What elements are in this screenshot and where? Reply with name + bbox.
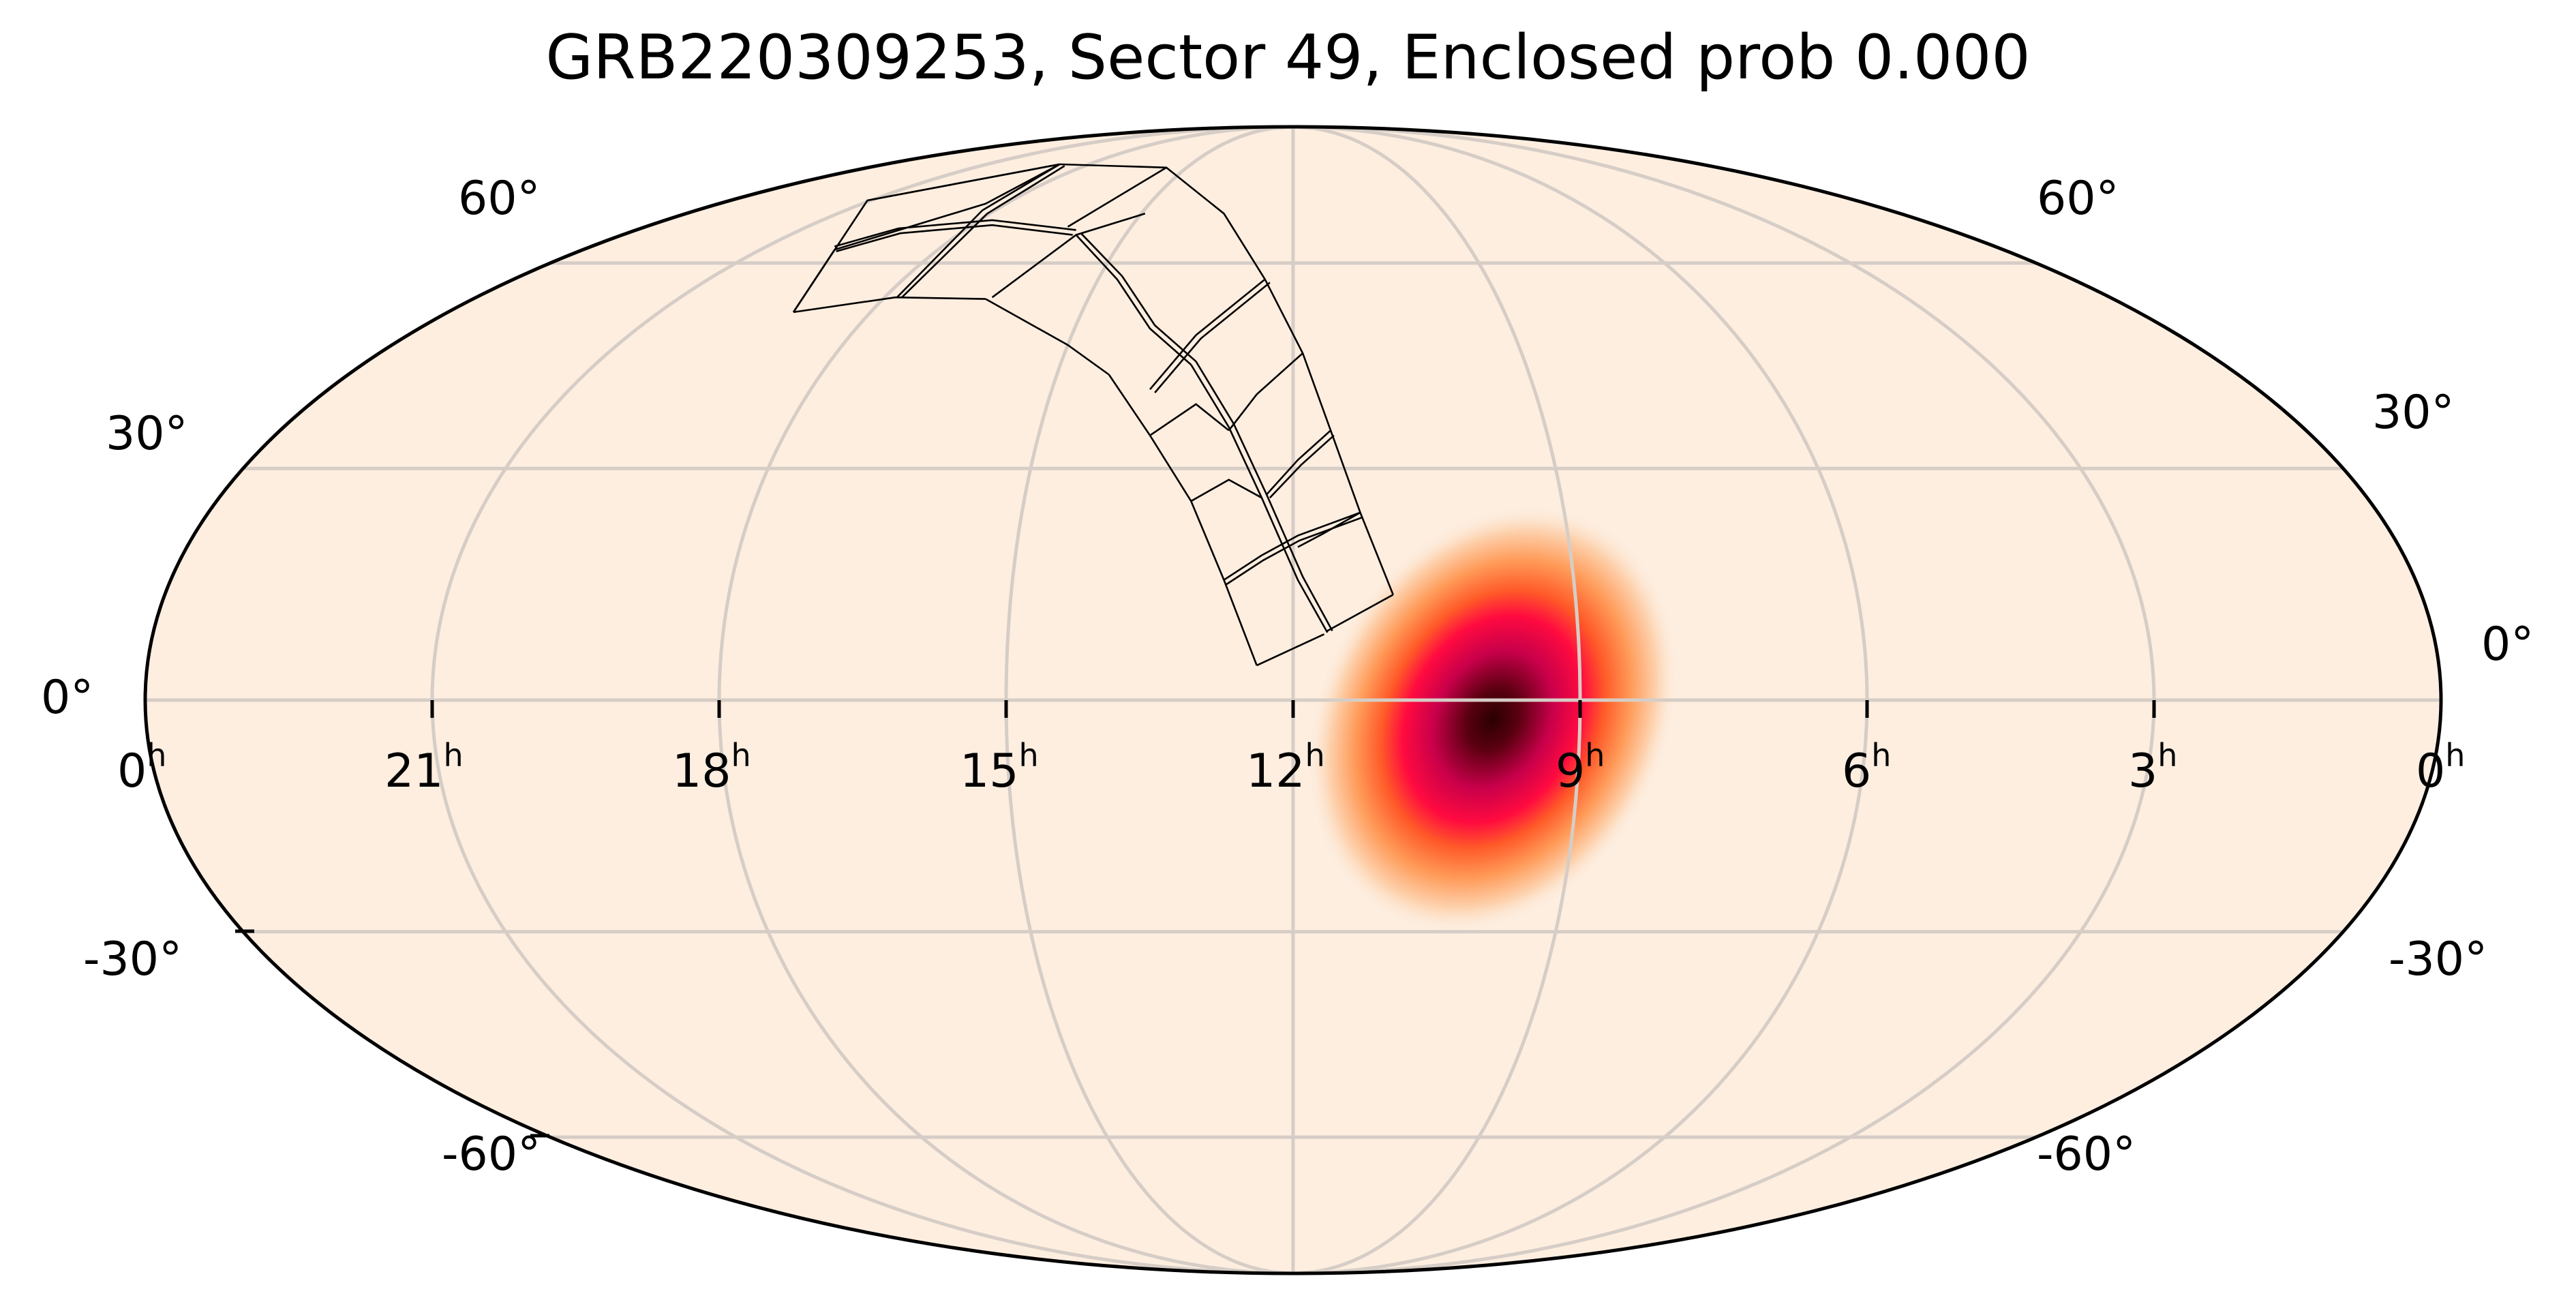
ra-label-9h: 9h <box>1556 737 1605 798</box>
chart-title: GRB220309253, Sector 49, Enclosed prob 0… <box>545 22 2031 93</box>
dec-label-right-30: 30° <box>2372 386 2455 440</box>
ra-ticks <box>235 700 2156 1138</box>
dec-label-left-0: 0° <box>41 671 94 725</box>
ra-label-0h-left: 0h <box>117 737 167 798</box>
tess-ccd-footprint <box>792 163 1394 667</box>
ra-label-12h: 12h <box>1246 737 1325 798</box>
dec-label-left-minus60: -60° <box>442 1128 541 1181</box>
probability-heatmap-blob <box>1306 504 1680 935</box>
ra-label-18h: 18h <box>672 737 751 798</box>
dec-label-right-minus30: -30° <box>2389 933 2488 986</box>
dec-label-right-minus60: -60° <box>2037 1128 2136 1181</box>
ra-label-6h: 6h <box>1842 737 1892 798</box>
dec-label-left-minus30: -30° <box>83 933 183 986</box>
ra-label-0h-right: 0h <box>2416 737 2466 798</box>
dec-label-left-30: 30° <box>106 407 188 461</box>
ra-label-3h: 3h <box>2128 737 2178 798</box>
dec-label-right-0: 0° <box>2481 618 2534 671</box>
dec-label-left-60: 60° <box>458 172 541 226</box>
dec-label-right-60: 60° <box>2037 172 2119 226</box>
map-outline <box>143 125 2443 1275</box>
ra-label-21h: 21h <box>384 737 464 798</box>
ra-label-15h: 15h <box>960 737 1039 798</box>
